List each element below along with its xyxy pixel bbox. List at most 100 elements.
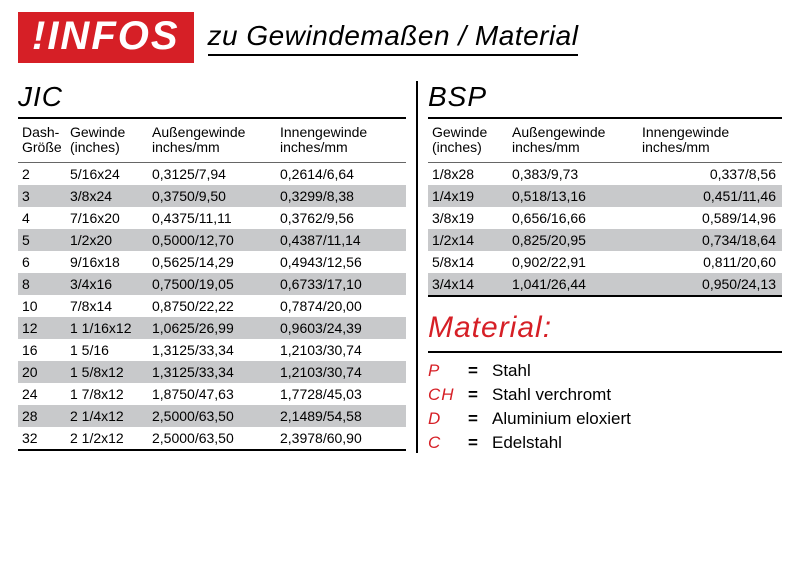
label: Außengewinde [512, 124, 605, 140]
cell-thread: 2 1/4x12 [66, 405, 148, 427]
cell-dash: 16 [18, 339, 66, 361]
cell-dash: 4 [18, 207, 66, 229]
label: (inches) [70, 139, 120, 155]
label: inches/mm [280, 139, 348, 155]
cell-dash: 28 [18, 405, 66, 427]
cell-inner: 0,4943/12,56 [276, 251, 406, 273]
table-row: 51/2x200,5000/12,700,4387/11,14 [18, 229, 406, 251]
table-row: 1/2x140,825/20,950,734/18,64 [428, 229, 782, 251]
cell-dash: 24 [18, 383, 66, 405]
cell-thread: 3/8x24 [66, 185, 148, 207]
table-row: 201 5/8x121,3125/33,341,2103/30,74 [18, 361, 406, 383]
cell-dash: 8 [18, 273, 66, 295]
cell-outer: 1,041/26,44 [508, 273, 638, 296]
cell-inner: 1,7728/45,03 [276, 383, 406, 405]
table-row: 69/16x180,5625/14,290,4943/12,56 [18, 251, 406, 273]
cell-inner: 1,2103/30,74 [276, 339, 406, 361]
cell-inner: 0,337/8,56 [638, 162, 782, 185]
infos-badge: !INFOS [18, 12, 194, 63]
table-row: 161 5/161,3125/33,341,2103/30,74 [18, 339, 406, 361]
page-title: zu Gewindemaßen / Material [208, 20, 579, 56]
table-row: 1/4x190,518/13,160,451/11,46 [428, 185, 782, 207]
table-row: 241 7/8x121,8750/47,631,7728/45,03 [18, 383, 406, 405]
material-label: Aluminium eloxiert [492, 409, 782, 429]
cell-dash: 12 [18, 317, 66, 339]
material-label: Stahl [492, 361, 782, 381]
table-row: 33/8x240,3750/9,500,3299/8,38 [18, 185, 406, 207]
jic-title: JIC [18, 81, 406, 113]
cell-thread: 1 7/8x12 [66, 383, 148, 405]
label: inches/mm [512, 139, 580, 155]
bsp-section: BSP Gewinde (inches) Außengewinde inches… [428, 81, 782, 453]
table-row: 5/8x140,902/22,910,811/20,60 [428, 251, 782, 273]
material-code: C [428, 433, 468, 453]
cell-inner: 0,2614/6,64 [276, 162, 406, 185]
cell-inner: 0,4387/11,14 [276, 229, 406, 251]
cell-inner: 0,451/11,46 [638, 185, 782, 207]
cell-thread: 3/8x19 [428, 207, 508, 229]
cell-dash: 2 [18, 162, 66, 185]
label: Größe [22, 139, 62, 155]
cell-thread: 9/16x18 [66, 251, 148, 273]
cell-inner: 0,7874/20,00 [276, 295, 406, 317]
cell-inner: 1,2103/30,74 [276, 361, 406, 383]
cell-inner: 2,3978/60,90 [276, 427, 406, 450]
cell-thread: 5/8x14 [428, 251, 508, 273]
cell-dash: 5 [18, 229, 66, 251]
label: Dash- [22, 124, 59, 140]
jic-table: Dash- Größe Gewinde (inches) Außengewind… [18, 117, 406, 451]
label: inches/mm [152, 139, 220, 155]
table-row: 1/8x280,383/9,730,337/8,56 [428, 162, 782, 185]
bsp-table: Gewinde (inches) Außengewinde inches/mm … [428, 117, 782, 297]
cell-inner: 2,1489/54,58 [276, 405, 406, 427]
cell-outer: 0,383/9,73 [508, 162, 638, 185]
cell-outer: 2,5000/63,50 [148, 405, 276, 427]
label: Innengewinde [280, 124, 367, 140]
cell-thread: 3/4x16 [66, 273, 148, 295]
cell-thread: 7/8x14 [66, 295, 148, 317]
cell-dash: 32 [18, 427, 66, 450]
material-code: P [428, 361, 468, 381]
cell-inner: 0,811/20,60 [638, 251, 782, 273]
material-label: Stahl verchromt [492, 385, 782, 405]
bsp-col-inner: Innengewinde inches/mm [638, 118, 782, 162]
material-label: Edelstahl [492, 433, 782, 453]
equals-sign: = [468, 433, 492, 453]
cell-outer: 1,3125/33,34 [148, 339, 276, 361]
cell-outer: 0,5000/12,70 [148, 229, 276, 251]
table-row: 322 1/2x122,5000/63,502,3978/60,90 [18, 427, 406, 450]
table-row: 107/8x140,8750/22,220,7874/20,00 [18, 295, 406, 317]
cell-outer: 0,8750/22,22 [148, 295, 276, 317]
bsp-title: BSP [428, 81, 782, 113]
cell-thread: 1/8x28 [428, 162, 508, 185]
table-row: 47/16x200,4375/11,110,3762/9,56 [18, 207, 406, 229]
label: Innengewinde [642, 124, 729, 140]
cell-outer: 0,3750/9,50 [148, 185, 276, 207]
cell-thread: 1 1/16x12 [66, 317, 148, 339]
table-row: 25/16x240,3125/7,940,2614/6,64 [18, 162, 406, 185]
jic-col-inner: Innengewinde inches/mm [276, 118, 406, 162]
page: !INFOS zu Gewindemaßen / Material JIC Da… [0, 0, 800, 465]
cell-outer: 1,0625/26,99 [148, 317, 276, 339]
table-row: 83/4x160,7500/19,050,6733/17,10 [18, 273, 406, 295]
cell-inner: 0,950/24,13 [638, 273, 782, 296]
cell-thread: 7/16x20 [66, 207, 148, 229]
material-list: P=StahlCH=Stahl verchromtD=Aluminium elo… [428, 351, 782, 453]
cell-outer: 0,3125/7,94 [148, 162, 276, 185]
cell-outer: 0,902/22,91 [508, 251, 638, 273]
cell-dash: 20 [18, 361, 66, 383]
cell-thread: 1/2x20 [66, 229, 148, 251]
equals-sign: = [468, 409, 492, 429]
jic-col-thread: Gewinde (inches) [66, 118, 148, 162]
cell-outer: 1,3125/33,34 [148, 361, 276, 383]
label: inches/mm [642, 139, 710, 155]
cell-dash: 10 [18, 295, 66, 317]
equals-sign: = [468, 385, 492, 405]
bsp-col-outer: Außengewinde inches/mm [508, 118, 638, 162]
label: (inches) [432, 139, 482, 155]
table-row: 3/8x190,656/16,660,589/14,96 [428, 207, 782, 229]
cell-thread: 1 5/16 [66, 339, 148, 361]
vertical-divider [416, 81, 418, 453]
cell-outer: 0,7500/19,05 [148, 273, 276, 295]
bsp-col-thread: Gewinde (inches) [428, 118, 508, 162]
